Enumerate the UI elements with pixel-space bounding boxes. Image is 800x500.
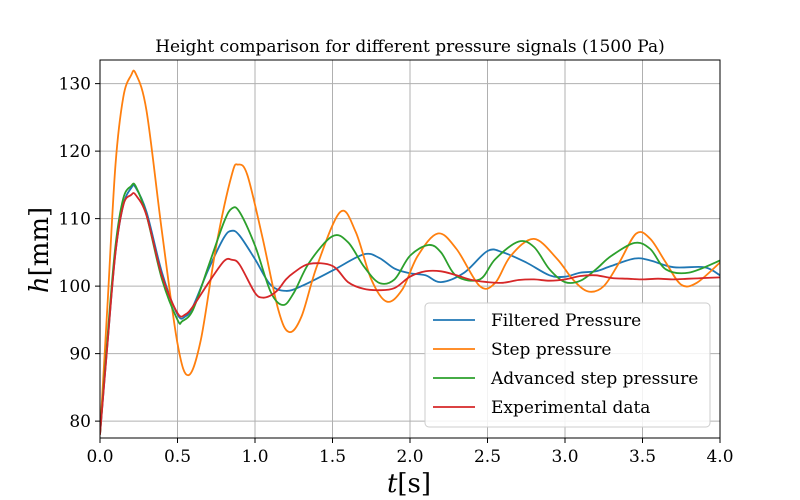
legend-box (424, 302, 711, 428)
legend-label-3: Advanced step pressure (490, 369, 698, 389)
y-tick-label: 90 (69, 345, 91, 365)
series-line-4 (100, 192, 720, 435)
x-tick-label: 0.5 (164, 447, 191, 467)
x-tick-label: 1.5 (319, 447, 346, 467)
y-ticks: 80 90 100 110 120 130 (59, 75, 100, 432)
x-tick-label: 2.5 (474, 447, 501, 467)
x-ticks: 0.0 0.5 1.0 1.5 2.0 2.5 3.0 3.5 4.0 (86, 438, 734, 467)
y-axis-label: h[mm] (25, 207, 55, 293)
chart-title: Height comparison for different pressure… (155, 37, 665, 57)
series-line-1 (100, 184, 720, 435)
x-tick-label: 3.5 (629, 447, 656, 467)
legend: Filtered Pressure Step pressure Advanced s… (424, 302, 711, 428)
x-tick-label: 4.0 (706, 447, 733, 467)
x-tick-label: 0.0 (86, 447, 113, 467)
series-layer (100, 69, 720, 435)
x-axis-var: t (387, 469, 398, 499)
y-tick-label: 120 (59, 142, 91, 162)
y-tick-label: 100 (59, 277, 91, 297)
x-tick-label: 1.0 (241, 447, 268, 467)
legend-label-1: Filtered Pressure (491, 311, 641, 331)
legend-label-2: Step pressure (491, 340, 611, 360)
y-axis-var: h (25, 276, 55, 293)
y-axis-unit: [mm] (25, 207, 55, 277)
x-axis-label: t[s] (387, 469, 431, 499)
y-tick-label: 110 (59, 210, 91, 230)
series-line-2 (100, 69, 720, 435)
y-tick-label: 80 (69, 412, 91, 432)
x-tick-label: 3.0 (551, 447, 578, 467)
y-tick-label: 130 (59, 75, 91, 95)
legend-label-4: Experimental data (491, 398, 650, 418)
x-tick-label: 2.0 (396, 447, 423, 467)
x-axis-unit: [s] (397, 469, 431, 499)
